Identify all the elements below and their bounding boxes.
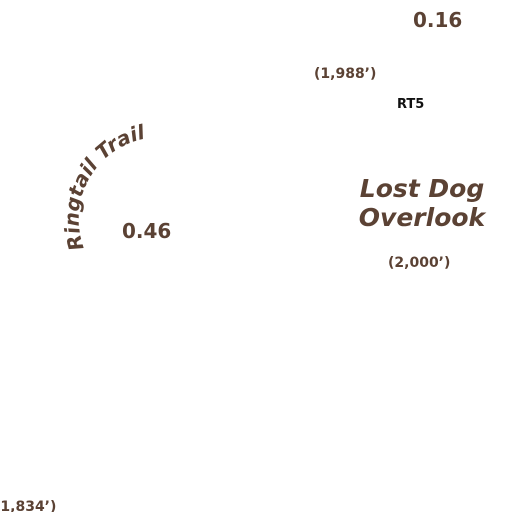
overlook-name: Lost Dog Overlook (352, 174, 492, 233)
overlook-name-line2: Overlook (358, 203, 486, 233)
elevation-label-1834: (1,834’) (0, 499, 57, 512)
distance-label-top: 0.16 (413, 8, 463, 32)
overlook-name-line1: Lost Dog (359, 174, 485, 203)
distance-label-ringtail: 0.46 (122, 219, 172, 243)
trail-marker-rt5: RT5 (397, 97, 425, 112)
elevation-label-1988: (1,988’) (314, 66, 377, 82)
overlook-elevation-label: (2,000’) (388, 255, 451, 271)
